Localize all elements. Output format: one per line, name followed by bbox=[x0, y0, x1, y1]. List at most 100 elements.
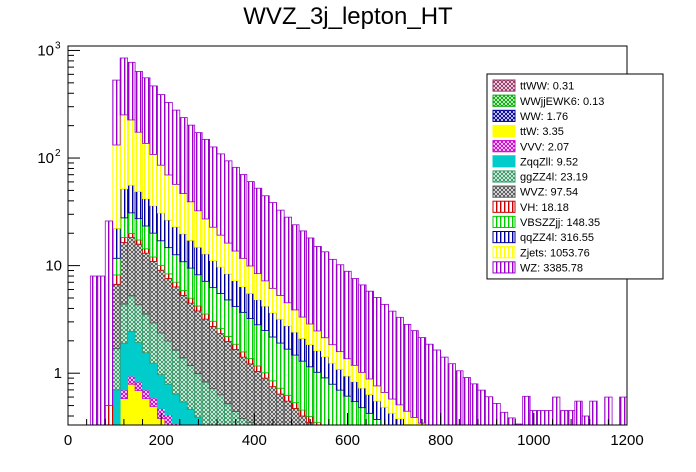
bar-qqZZ4l-bin-21 bbox=[246, 292, 255, 319]
bar-qqZZ4l-bin-35 bbox=[350, 381, 360, 403]
bar-WZ-bin-14 bbox=[194, 132, 203, 212]
bar-Zjets-bin-17 bbox=[216, 234, 225, 268]
bar-ggZZ4l-bin-12 bbox=[179, 357, 188, 403]
bar-Zjets-bin-27 bbox=[291, 309, 300, 333]
bar-Zjets-bin-13 bbox=[186, 201, 196, 241]
bar-WZ-bin-66 bbox=[581, 415, 591, 425]
legend-swatch-VVV bbox=[492, 140, 516, 153]
series-ggZZ4l bbox=[112, 295, 255, 425]
bar-WZ-bin-1 bbox=[97, 275, 106, 425]
bar-qqZZ4l-bin-40 bbox=[388, 412, 397, 425]
bar-WZ-bin-0 bbox=[89, 275, 99, 425]
bar-VH-bin-12 bbox=[179, 290, 188, 296]
bar-VH-bin-23 bbox=[261, 372, 270, 379]
bar-Zjets-bin-30 bbox=[313, 330, 322, 352]
bar-WZ-bin-11 bbox=[171, 109, 181, 185]
bar-qqZZ4l-bin-7 bbox=[142, 198, 151, 227]
legend-label-ggZZ4l: ggZZ4l: 23.19 bbox=[520, 172, 588, 184]
bar-VBSZZjj-bin-6 bbox=[134, 218, 143, 241]
bar-VH-bin-25 bbox=[276, 387, 285, 395]
y-tick-label: 10 bbox=[45, 258, 62, 275]
bar-WZ-bin-2 bbox=[104, 220, 114, 406]
bar-WZ-bin-36 bbox=[358, 284, 367, 373]
bar-WZ-bin-49 bbox=[455, 370, 464, 425]
chart-title: WVZ_3j_lepton_HT bbox=[243, 3, 453, 30]
series-WZ bbox=[89, 57, 627, 425]
legend-label-WW: WW: 1.76 bbox=[520, 111, 568, 123]
bar-Zjets-bin-21 bbox=[246, 265, 255, 294]
bar-WZ-bin-15 bbox=[201, 138, 211, 220]
bar-WZ-bin-19 bbox=[231, 166, 240, 252]
x-tick-label: 200 bbox=[149, 432, 174, 449]
legend-swatch-WW bbox=[492, 109, 516, 122]
bar-qqZZ4l-bin-36 bbox=[358, 387, 367, 409]
bar-VVV-bin-6 bbox=[134, 381, 143, 391]
bar-WZ-bin-39 bbox=[380, 303, 389, 393]
bar-Zjets-bin-37 bbox=[365, 378, 374, 395]
bar-ZqqZll-bin-11 bbox=[171, 393, 181, 425]
bar-qqZZ4l-bin-29 bbox=[306, 344, 315, 368]
bar-WZ-bin-60 bbox=[537, 410, 546, 425]
legend-label-Zjets: Zjets: 1053.76 bbox=[520, 247, 590, 259]
bar-WZ-bin-13 bbox=[186, 124, 196, 203]
bar-qqZZ4l-bin-38 bbox=[373, 400, 382, 420]
bar-Zjets-bin-24 bbox=[268, 287, 278, 314]
bar-WZ-bin-22 bbox=[253, 187, 263, 275]
legend-swatch-Zjets bbox=[492, 246, 516, 259]
bar-VBSZZjj-bin-22 bbox=[253, 324, 263, 367]
bar-VBSZZjj-bin-30 bbox=[313, 371, 322, 423]
bar-VBSZZjj-bin-17 bbox=[216, 293, 225, 329]
bar-WVZ-bin-22 bbox=[253, 370, 263, 425]
bar-VBSZZjj-bin-31 bbox=[321, 377, 330, 425]
bar-WZ-bin-58 bbox=[522, 395, 531, 425]
bar-VVV-bin-8 bbox=[149, 397, 158, 407]
bar-VBSZZjj-bin-15 bbox=[201, 280, 211, 315]
bar-WZ-bin-4 bbox=[119, 57, 129, 116]
bar-Zjets-bin-3 bbox=[112, 144, 121, 229]
x-tick-label: 0 bbox=[64, 432, 72, 449]
bar-WZ-bin-65 bbox=[574, 400, 583, 425]
bar-Zjets-bin-15 bbox=[201, 218, 211, 255]
bar-WVZ-bin-17 bbox=[216, 333, 225, 396]
bar-VBSZZjj-bin-10 bbox=[164, 247, 173, 275]
bar-WZ-bin-41 bbox=[395, 316, 404, 406]
legend-swatch-WVZ bbox=[492, 185, 516, 198]
bar-VBSZZjj-bin-3 bbox=[112, 257, 121, 276]
bar-qqZZ4l-bin-3 bbox=[112, 227, 121, 259]
legend-label-ttW: ttW: 3.35 bbox=[520, 126, 564, 138]
bar-Zjets-bin-38 bbox=[373, 385, 382, 402]
bar-VH-bin-15 bbox=[201, 313, 211, 320]
bar-VH-bin-13 bbox=[186, 297, 196, 304]
bar-WZ-bin-20 bbox=[239, 174, 248, 259]
bar-ZqqZll-bin-13 bbox=[186, 409, 196, 425]
bar-qqZZ4l-bin-28 bbox=[298, 338, 307, 362]
bar-ZqqZll-bin-10 bbox=[164, 383, 173, 416]
bar-VBSZZjj-bin-8 bbox=[149, 232, 158, 258]
bar-WZ-bin-31 bbox=[321, 251, 330, 339]
bar-Zjets-bin-12 bbox=[179, 193, 188, 235]
legend-swatch-ttW bbox=[492, 124, 516, 138]
bar-WZ-bin-51 bbox=[470, 383, 479, 425]
legend-swatch-VH bbox=[492, 200, 516, 213]
legend-label-qqZZ4l: qqZZ4l: 316.55 bbox=[520, 232, 594, 244]
bar-qqZZ4l-bin-25 bbox=[276, 318, 285, 344]
bar-qqZZ4l-bin-18 bbox=[224, 273, 233, 301]
bar-WZ-bin-40 bbox=[388, 310, 397, 400]
bar-Zjets-bin-31 bbox=[321, 337, 330, 358]
legend-label-VH: VH: 18.18 bbox=[520, 202, 569, 214]
bar-VH-bin-24 bbox=[268, 380, 278, 388]
legend-swatch-ggZZ4l bbox=[492, 170, 516, 183]
bar-VBSZZjj-bin-29 bbox=[306, 366, 315, 417]
bar-ttW-bin-5 bbox=[127, 383, 136, 425]
bar-VH-bin-27 bbox=[291, 402, 300, 409]
x-tick-label: 1000 bbox=[517, 432, 550, 449]
bar-WVZ-bin-23 bbox=[261, 377, 270, 425]
bar-VH-bin-7 bbox=[142, 248, 151, 254]
bar-VBSZZjj-bin-35 bbox=[350, 401, 360, 425]
bar-ggZZ4l-bin-11 bbox=[171, 349, 181, 395]
bar-VBSZZjj-bin-28 bbox=[298, 360, 307, 411]
bar-ggZZ4l-bin-18 bbox=[224, 403, 233, 425]
bar-VBSZZjj-bin-4 bbox=[119, 217, 129, 238]
bar-VH-bin-6 bbox=[134, 239, 143, 245]
bar-ZqqZll-bin-5 bbox=[127, 331, 136, 377]
